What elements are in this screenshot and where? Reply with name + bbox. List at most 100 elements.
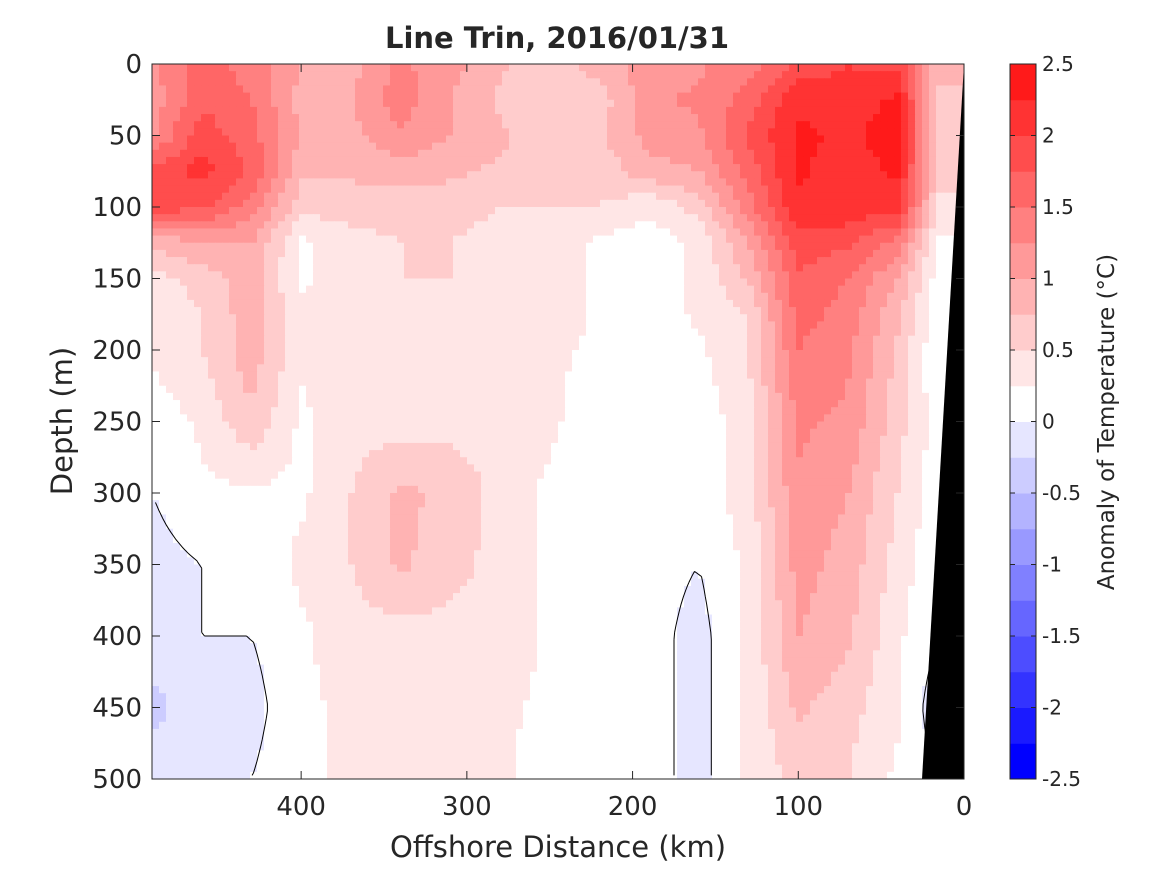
contour-cell — [334, 135, 342, 144]
contour-cell — [670, 314, 678, 322]
contour-cell — [376, 299, 384, 308]
contour-cell — [166, 314, 174, 322]
contour-cell — [355, 114, 363, 122]
contour-cell — [348, 264, 356, 272]
contour-cell — [845, 285, 853, 294]
contour-cell — [432, 292, 440, 301]
contour-cell — [523, 156, 531, 165]
contour-cell — [488, 121, 496, 129]
contour-cell — [649, 221, 657, 230]
contour-cell — [425, 350, 433, 358]
contour-cell — [852, 264, 860, 272]
contour-cell — [607, 142, 615, 151]
contour-cell — [327, 271, 335, 280]
contour-cell — [887, 156, 895, 165]
contour-cell — [502, 156, 510, 165]
contour-cell — [474, 350, 482, 358]
contour-cell — [236, 178, 244, 187]
contour-cell — [901, 350, 909, 358]
contour-cell — [782, 121, 790, 129]
contour-cell — [558, 207, 566, 215]
contour-cell — [544, 278, 552, 287]
contour-cell — [831, 285, 839, 294]
contour-cell — [565, 164, 573, 172]
contour-cell — [201, 64, 209, 72]
contour-cell — [467, 235, 475, 244]
contour-cell — [614, 257, 622, 265]
contour-cell — [397, 314, 405, 322]
contour-cell — [446, 257, 454, 265]
contour-cell — [817, 271, 825, 280]
contour-cell — [775, 71, 783, 79]
contour-cell — [663, 278, 671, 287]
contour-cell — [271, 357, 279, 365]
contour-cell — [334, 199, 342, 208]
contour-cell — [348, 121, 356, 129]
contour-cell — [586, 85, 594, 94]
contour-cell — [950, 214, 958, 222]
contour-cell — [257, 271, 265, 280]
contour-cell — [537, 342, 545, 351]
contour-cell — [859, 78, 867, 87]
contour-cell — [796, 185, 804, 194]
contour-cell — [222, 199, 230, 208]
contour-cell — [152, 192, 160, 201]
contour-cell — [439, 357, 447, 365]
contour-cell — [705, 242, 713, 251]
contour-cell — [460, 364, 468, 373]
contour-cell — [264, 292, 272, 301]
contour-cell — [341, 285, 349, 294]
contour-cell — [362, 264, 370, 272]
contour-cell — [908, 99, 916, 108]
contour-cell — [593, 128, 601, 137]
contour-cell — [355, 64, 363, 72]
contour-cell — [887, 221, 895, 230]
contour-cell — [187, 135, 195, 144]
contour-cell — [159, 264, 167, 272]
contour-cell — [243, 271, 251, 280]
contour-cell — [733, 142, 741, 151]
contour-cell — [418, 128, 426, 137]
contour-cell — [551, 364, 559, 373]
contour-cell — [152, 278, 160, 287]
contour-cell — [152, 249, 160, 258]
contour-cell — [607, 342, 615, 351]
contour-cell — [404, 249, 412, 258]
contour-cell — [705, 335, 713, 344]
contour-cell — [292, 92, 300, 101]
contour-cell — [684, 342, 692, 351]
contour-cell — [264, 171, 272, 179]
contour-cell — [880, 178, 888, 187]
contour-cell — [887, 235, 895, 244]
contour-cell — [789, 357, 797, 365]
contour-cell — [376, 128, 384, 137]
contour-cell — [229, 128, 237, 137]
contour-cell — [880, 357, 888, 365]
contour-cell — [761, 114, 769, 122]
contour-cell — [607, 99, 615, 108]
contour-cell — [509, 185, 517, 194]
contour-cell — [558, 335, 566, 344]
contour-cell — [845, 364, 853, 373]
contour-cell — [838, 121, 846, 129]
contour-cell — [698, 328, 706, 337]
contour-cell — [159, 228, 167, 237]
contour-cell — [852, 221, 860, 230]
contour-cell — [901, 242, 909, 251]
contour-cell — [929, 135, 937, 144]
contour-cell — [558, 185, 566, 194]
contour-cell — [817, 185, 825, 194]
contour-cell — [229, 78, 237, 87]
contour-cell — [523, 99, 531, 108]
contour-cell — [593, 214, 601, 222]
contour-cell — [607, 214, 615, 222]
contour-cell — [159, 242, 167, 251]
contour-cell — [810, 106, 818, 115]
contour-cell — [348, 142, 356, 151]
contour-cell — [446, 342, 454, 351]
contour-cell — [754, 307, 762, 315]
contour-cell — [740, 271, 748, 280]
contour-cell — [194, 178, 202, 187]
contour-cell — [719, 92, 727, 101]
contour-cell — [355, 242, 363, 251]
